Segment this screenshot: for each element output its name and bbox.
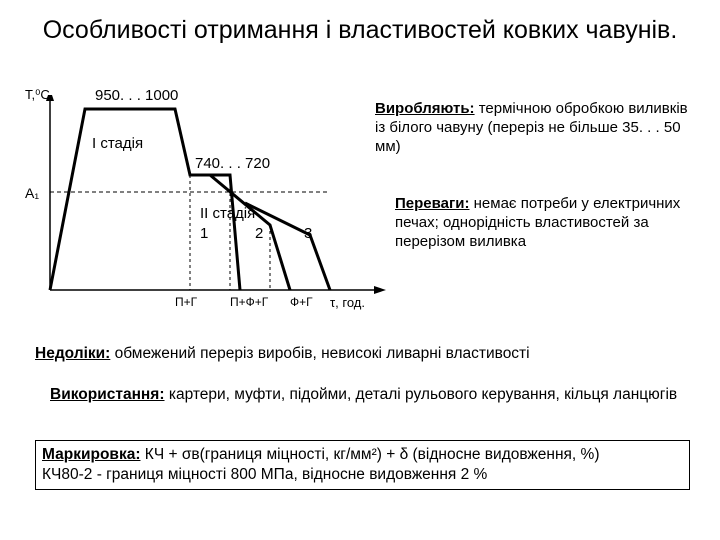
- marking-line1: КЧ + σв(границя міцності, кг/мм²) + δ (в…: [140, 446, 599, 463]
- phase2-label: П+Ф+Г: [230, 295, 268, 309]
- marking-line2: КЧ80-2 - границя міцності 800 МПа, відно…: [42, 466, 487, 483]
- a1-label: А₁: [25, 185, 39, 201]
- advantages-text: Переваги: немає потреби у електричних пе…: [395, 195, 695, 251]
- point3-label: 3: [304, 225, 312, 242]
- marking-label: Маркировка:: [42, 446, 140, 463]
- heat-treatment-chart: T,⁰C 950. . . 1000 I стадія 740. . . 720…: [30, 95, 380, 325]
- disadv-label: Недоліки:: [35, 345, 110, 362]
- marking-box: Маркировка: КЧ + σв(границя міцності, кг…: [35, 440, 690, 490]
- lower-temp-label: 740. . . 720: [195, 155, 270, 172]
- production-label: Виробляють:: [375, 100, 475, 117]
- point1-label: 1: [200, 225, 208, 242]
- phase1-label: П+Г: [175, 295, 197, 309]
- page-title: Особливості отримання і властивостей ков…: [0, 0, 720, 53]
- point2-label: 2: [255, 225, 263, 242]
- production-text: Виробляють: термічною обробкою виливків …: [375, 100, 695, 156]
- stage1-label: I стадія: [92, 135, 143, 152]
- x-axis-label: τ, год.: [330, 295, 365, 310]
- phase3-label: Ф+Г: [290, 295, 313, 309]
- stage2-label: II стадія: [200, 205, 255, 222]
- disadv-body: обмежений переріз виробів, невисокі лива…: [110, 345, 529, 362]
- upper-temp-label: 950. . . 1000: [95, 87, 178, 104]
- usage-body: картери, муфти, підойми, деталі рульовог…: [165, 386, 678, 403]
- advantages-label: Переваги:: [395, 195, 469, 212]
- disadvantages-text: Недоліки: обмежений переріз виробів, нев…: [35, 345, 695, 363]
- usage-label: Використання:: [50, 386, 165, 403]
- y-axis-label: T,⁰C: [25, 87, 50, 103]
- usage-text: Використання: картери, муфти, підойми, д…: [50, 385, 690, 405]
